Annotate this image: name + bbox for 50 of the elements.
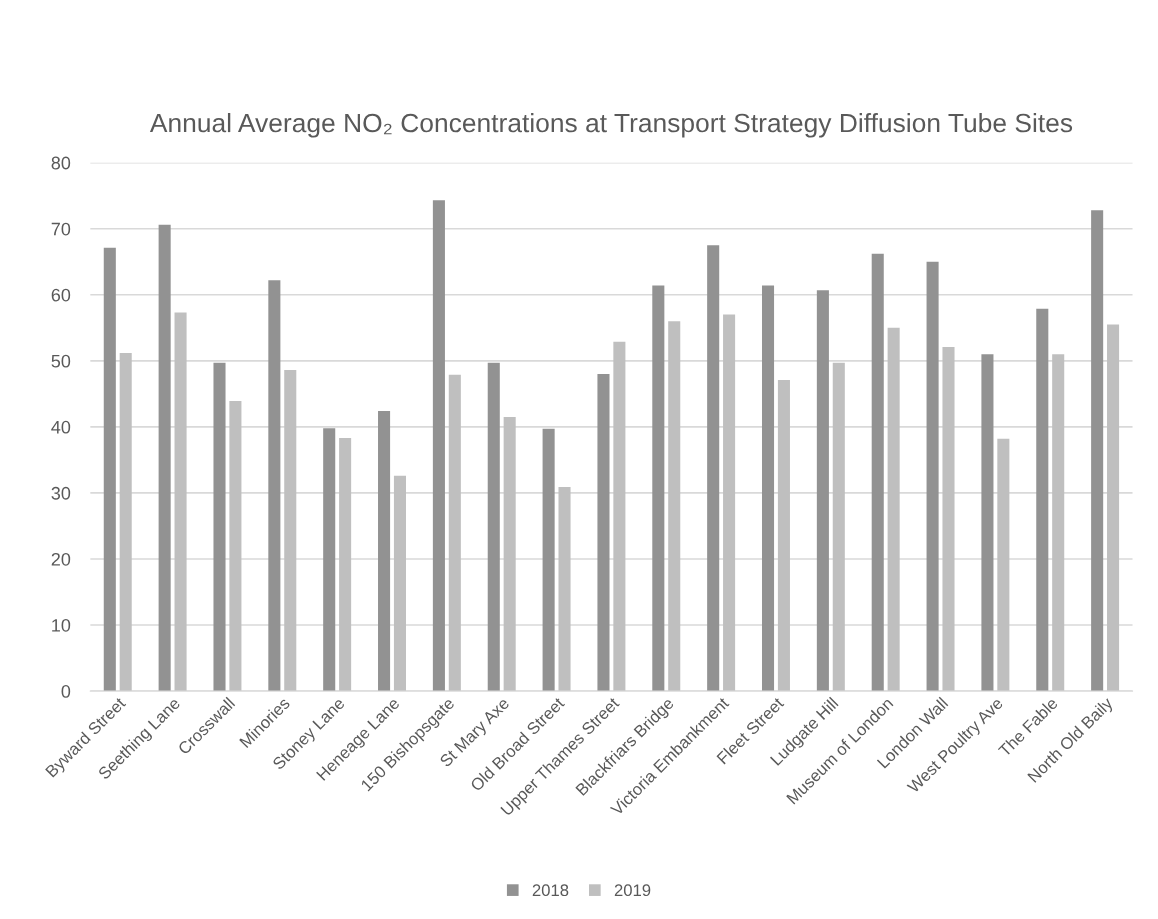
y-tick-label: 10 <box>52 618 71 632</box>
bar <box>926 261 939 692</box>
bar <box>103 247 116 692</box>
bar <box>503 416 516 692</box>
bar <box>1107 324 1120 692</box>
bar <box>542 428 555 692</box>
bar <box>432 200 445 692</box>
bar <box>832 362 845 692</box>
y-tick-label: 30 <box>51 486 71 500</box>
bar <box>871 253 884 692</box>
legend-label: 2019 <box>614 884 651 897</box>
chart-title: Annual Average NO₂ Concentrations at Transport Strategy Diffusion Tube Sites <box>149 112 1073 138</box>
bar <box>668 321 681 692</box>
bar <box>723 314 736 692</box>
bar <box>816 290 829 692</box>
bar <box>284 370 297 692</box>
bar <box>761 285 775 692</box>
bar <box>942 346 955 692</box>
y-tick-label: 0 <box>61 685 71 698</box>
y-tick-label: 80 <box>51 156 71 170</box>
bar <box>997 438 1010 692</box>
bar <box>777 379 790 692</box>
bar <box>652 285 665 692</box>
bar <box>119 352 132 692</box>
bar <box>174 312 187 692</box>
bar <box>613 341 626 692</box>
bar <box>229 401 242 692</box>
bar <box>981 354 994 692</box>
bar <box>487 362 500 692</box>
bar <box>1091 210 1104 692</box>
bar <box>597 374 610 692</box>
y-tick-label: 20 <box>51 552 71 566</box>
bar <box>448 374 461 692</box>
y-tick-label: 40 <box>51 420 71 434</box>
y-tick-label: 60 <box>51 288 71 302</box>
bar <box>1052 354 1065 692</box>
bar <box>1036 308 1049 692</box>
bar <box>158 224 171 692</box>
bar <box>213 362 226 692</box>
legend-label: 2018 <box>532 884 569 897</box>
y-tick-label: 50 <box>51 354 71 368</box>
bar <box>378 411 391 692</box>
bar <box>339 438 352 692</box>
y-tick-label: 70 <box>51 222 71 236</box>
bar <box>707 245 720 692</box>
bar <box>323 428 336 692</box>
bar <box>558 486 571 692</box>
bar <box>887 327 900 692</box>
bar <box>268 280 281 692</box>
bar <box>393 475 406 692</box>
